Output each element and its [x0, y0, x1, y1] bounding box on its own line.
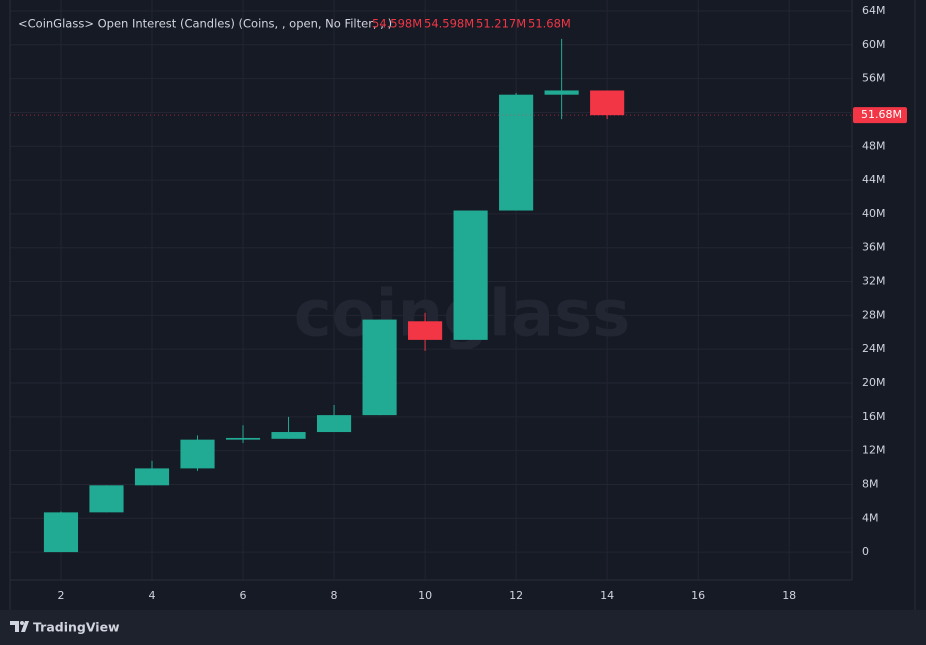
candle-body	[316, 415, 352, 433]
candle-body	[180, 439, 215, 469]
y-tick-label: 20M	[862, 376, 886, 389]
logo-dot	[20, 621, 24, 625]
candle-body	[89, 485, 124, 513]
candle-body	[590, 90, 625, 116]
y-tick-label: 24M	[862, 342, 886, 355]
brand[interactable]: TradingView	[33, 620, 120, 635]
candle-body	[408, 321, 443, 340]
ohlc-open: 54.598M	[372, 17, 422, 31]
x-tick-label: 16	[691, 589, 705, 602]
y-tick-label: 40M	[862, 207, 886, 220]
x-tick-label: 2	[57, 589, 64, 602]
chart-title: <CoinGlass> Open Interest (Candles) (Coi…	[18, 17, 392, 31]
x-tick-label: 4	[149, 589, 156, 602]
y-tick-label: 32M	[862, 275, 886, 288]
candle-body	[544, 90, 579, 95]
y-tick-label: 48M	[862, 139, 886, 152]
x-tick-label: 8	[331, 589, 338, 602]
candle-body	[499, 94, 534, 211]
candle-body	[271, 432, 306, 439]
candles	[10, 38, 852, 553]
y-tick-label: 64M	[862, 4, 886, 17]
y-tick-label: 12M	[862, 444, 886, 457]
last-price-label: 51.68M	[861, 108, 902, 121]
ohlc-high: 54.598M	[424, 17, 474, 31]
y-tick-label: 4M	[862, 511, 879, 524]
y-tick-label: 8M	[862, 477, 879, 490]
candle-body	[134, 468, 170, 486]
x-tick-label: 10	[418, 589, 432, 602]
y-tick-label: 28M	[862, 308, 886, 321]
candle-body	[43, 512, 79, 553]
y-tick-label: 36M	[862, 241, 886, 254]
y-tick-label: 0	[862, 545, 869, 558]
logo-icon	[10, 621, 29, 632]
y-tick-label: 56M	[862, 72, 886, 85]
tradingview-logo: TradingView	[10, 620, 120, 635]
candle-body	[453, 210, 488, 340]
footer-bar	[0, 610, 926, 645]
y-tick-label: 16M	[862, 410, 886, 423]
x-tick-label: 14	[600, 589, 614, 602]
x-tick-label: 12	[509, 589, 523, 602]
labels: 04M8M12M16M20M24M28M32M36M40M44M48M52M56…	[57, 4, 907, 602]
candle-body	[225, 437, 261, 440]
x-tick-label: 6	[240, 589, 247, 602]
candle-body	[362, 319, 397, 416]
last-price-tag	[853, 107, 907, 124]
y-tick-label: 60M	[862, 38, 886, 51]
ohlc-low: 51.217M	[476, 17, 526, 31]
ohlc-close: 51.68M	[528, 17, 571, 31]
y-tick-label: 44M	[862, 173, 886, 186]
x-tick-label: 18	[782, 589, 796, 602]
